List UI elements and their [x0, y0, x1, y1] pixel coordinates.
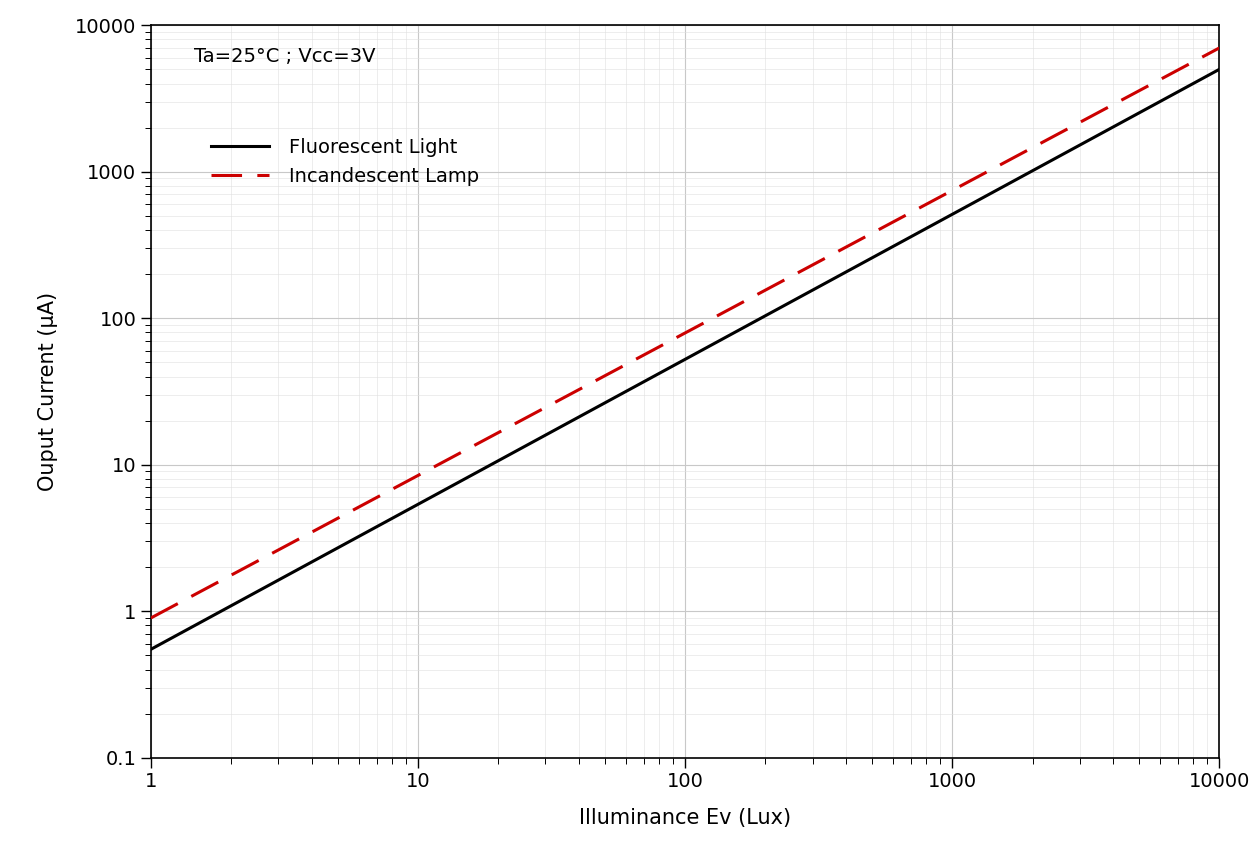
Y-axis label: Ouput Current (μA): Ouput Current (μA) — [38, 292, 58, 491]
Fluorescent Light — [143, 644, 158, 654]
Fluorescent Light — [1019, 169, 1035, 179]
Line: Fluorescent Light: Fluorescent Light — [151, 69, 1219, 649]
X-axis label: Illuminance Ev (Lux): Illuminance Ev (Lux) — [579, 808, 791, 828]
Legend: Fluorescent Light, Incandescent Lamp: Fluorescent Light, Incandescent Lamp — [204, 131, 486, 194]
Incandescent Lamp — [651, 342, 666, 352]
Fluorescent Light — [651, 369, 666, 379]
Fluorescent Light — [722, 330, 737, 340]
Incandescent Lamp — [722, 305, 737, 315]
Incandescent Lamp — [1187, 56, 1202, 67]
Incandescent Lamp — [1212, 43, 1227, 53]
Fluorescent Light — [779, 299, 794, 309]
Fluorescent Light — [1187, 78, 1202, 88]
Line: Incandescent Lamp: Incandescent Lamp — [151, 48, 1219, 618]
Incandescent Lamp — [657, 338, 672, 349]
Incandescent Lamp — [779, 274, 794, 284]
Incandescent Lamp — [143, 613, 158, 623]
Fluorescent Light — [657, 365, 672, 376]
Incandescent Lamp — [1019, 146, 1035, 156]
Text: Ta=25°C ; Vcc=3V: Ta=25°C ; Vcc=3V — [194, 47, 375, 67]
Fluorescent Light — [1212, 64, 1227, 74]
